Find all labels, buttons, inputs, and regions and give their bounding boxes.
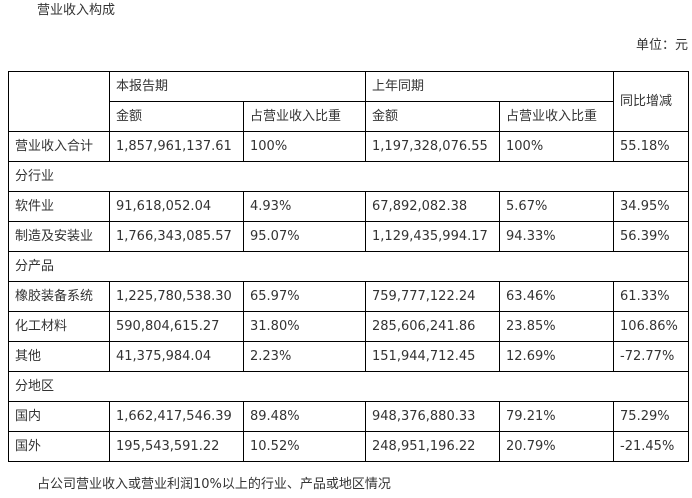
header-current-amount: 金额: [109, 101, 244, 132]
prior-share: 5.67%: [499, 191, 615, 222]
yoy-change: 106.86%: [613, 311, 690, 342]
current-share: 95.07%: [242, 221, 367, 252]
current-amount: 1,225,780,538.30: [109, 281, 244, 312]
footnote: 占公司营业收入或营业利润10%以上的行业、产品或地区情况: [37, 477, 391, 492]
current-amount: 195,543,591.22: [109, 431, 244, 462]
table-header-row-2: 金额 占营业收入比重 金额 占营业收入比重: [9, 101, 689, 132]
yoy-change: 61.33%: [613, 281, 690, 312]
current-share: 31.80%: [242, 311, 367, 342]
prior-share: 20.79%: [499, 431, 615, 462]
prior-amount: 248,951,196.22: [365, 431, 501, 462]
row-label: 国内: [8, 401, 110, 432]
table-header-row-1: 本报告期 上年同期 同比增减: [8, 71, 690, 132]
row-label: 其他: [8, 341, 110, 372]
section-heading-row: 分地区: [7, 371, 690, 402]
section-heading-row: 分产品: [7, 251, 690, 282]
prior-share: 12.69%: [499, 341, 615, 372]
yoy-change: 34.95%: [613, 191, 690, 222]
section-heading: 分地区: [7, 371, 690, 402]
section-heading-row: 分行业: [7, 161, 690, 192]
yoy-change: 75.29%: [613, 401, 690, 432]
unit-label: 单位：元: [635, 38, 688, 53]
yoy-change: 55.18%: [613, 131, 690, 162]
row-label: 软件业: [8, 191, 110, 222]
prior-amount: 948,376,880.33: [365, 401, 501, 432]
current-share: 89.48%: [242, 401, 367, 432]
row-label: 营业收入合计: [8, 131, 110, 162]
prior-amount: 151,944,712.45: [365, 341, 501, 372]
prior-amount: 759,777,122.24: [365, 281, 501, 312]
row-label: 橡胶装备系统: [8, 281, 110, 312]
section-title: 营业收入构成: [37, 3, 116, 18]
prior-amount: 1,197,328,076.55: [365, 131, 501, 162]
current-amount: 41,375,984.04: [109, 341, 244, 372]
prior-amount: 67,892,082.38: [365, 191, 501, 222]
yoy-change: -21.45%: [613, 431, 690, 462]
header-current-period: 本报告期: [108, 71, 367, 102]
table-row: 其他 41,375,984.04 2.23% 151,944,712.45 12…: [8, 341, 690, 372]
row-label: 制造及安装业: [8, 221, 110, 252]
section-heading: 分产品: [7, 251, 690, 282]
revenue-composition-table: 本报告期 上年同期 同比增减 金额 占营业收入比重 金额 占营业收入比重 营业收…: [7, 71, 690, 462]
current-share: 4.93%: [242, 191, 367, 222]
current-share: 65.97%: [242, 281, 367, 312]
table-row: 国外 195,543,591.22 10.52% 248,951,196.22 …: [8, 431, 690, 462]
current-amount: 590,804,615.27: [109, 311, 244, 342]
row-label: 国外: [8, 431, 110, 462]
table-row: 橡胶装备系统 1,225,780,538.30 65.97% 759,777,1…: [8, 281, 690, 312]
table-row: 软件业 91,618,052.04 4.93% 67,892,082.38 5.…: [8, 191, 690, 222]
header-prior-period: 上年同期: [365, 71, 615, 102]
prior-share: 23.85%: [499, 311, 615, 342]
current-share: 100%: [242, 131, 367, 162]
current-amount: 1,857,961,137.61: [109, 131, 244, 162]
prior-share: 63.46%: [499, 281, 615, 312]
header-prior-share: 占营业收入比重: [499, 101, 615, 132]
current-amount: 1,662,417,546.39: [109, 401, 244, 432]
row-label: 化工材料: [8, 311, 110, 342]
prior-share: 94.33%: [499, 221, 615, 252]
current-share: 10.52%: [242, 431, 367, 462]
section-heading: 分行业: [7, 161, 690, 192]
header-current-share: 占营业收入比重: [242, 101, 367, 132]
header-yoy-change: 同比增减: [613, 71, 690, 132]
current-share: 2.23%: [242, 341, 367, 372]
prior-amount: 1,129,435,994.17: [365, 221, 501, 252]
prior-amount: 285,606,241.86: [365, 311, 501, 342]
header-prior-amount: 金额: [365, 101, 501, 132]
table-row-total: 营业收入合计 1,857,961,137.61 100% 1,197,328,0…: [8, 131, 690, 162]
current-amount: 91,618,052.04: [109, 191, 244, 222]
table-row: 化工材料 590,804,615.27 31.80% 285,606,241.8…: [8, 311, 690, 342]
prior-share: 100%: [499, 131, 615, 162]
table-row: 制造及安装业 1,766,343,085.57 95.07% 1,129,435…: [8, 221, 690, 252]
yoy-change: -72.77%: [613, 341, 690, 372]
current-amount: 1,766,343,085.57: [109, 221, 244, 252]
yoy-change: 56.39%: [613, 221, 690, 252]
table-row: 国内 1,662,417,546.39 89.48% 948,376,880.3…: [8, 401, 690, 432]
header-blank-cell: [8, 71, 110, 132]
prior-share: 79.21%: [499, 401, 615, 432]
